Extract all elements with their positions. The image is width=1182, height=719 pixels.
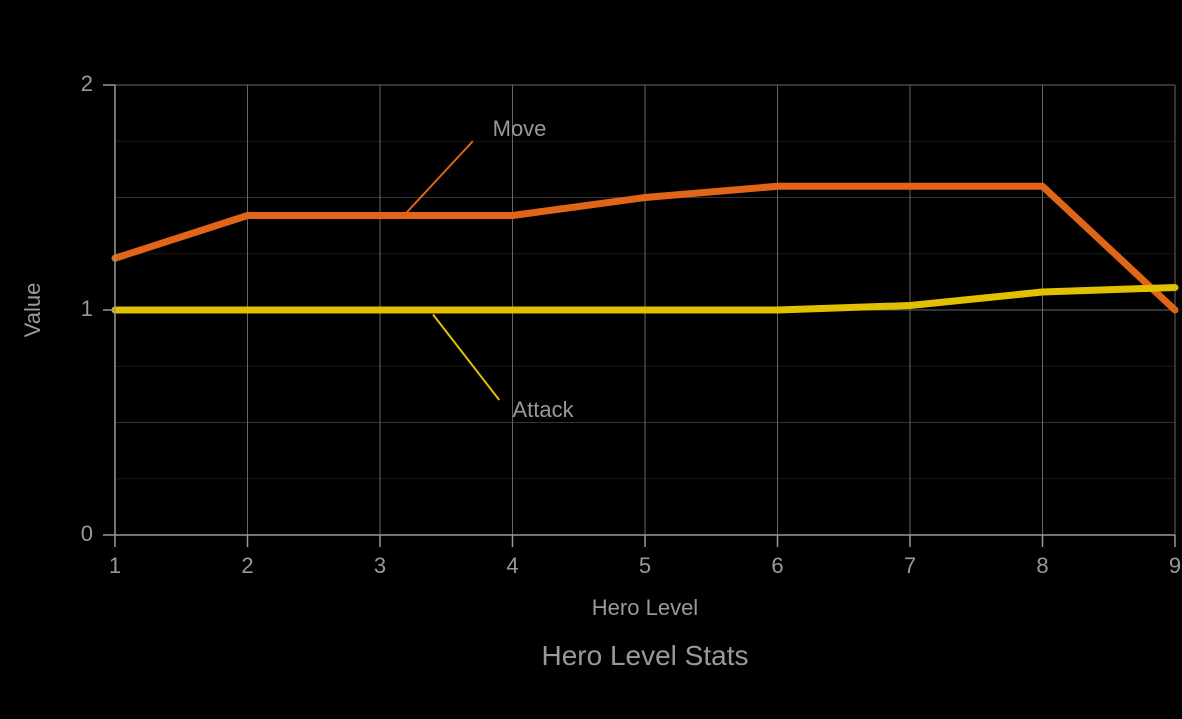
y-tick-label: 2: [81, 71, 93, 96]
x-tick-label: 9: [1169, 553, 1181, 578]
line-chart-svg: MoveAttack123456789012Hero LevelValueHer…: [0, 0, 1182, 719]
x-tick-label: 7: [904, 553, 916, 578]
x-tick-label: 1: [109, 553, 121, 578]
y-tick-label: 1: [81, 296, 93, 321]
x-tick-label: 3: [374, 553, 386, 578]
x-axis-label: Hero Level: [592, 595, 698, 620]
x-tick-label: 5: [639, 553, 651, 578]
x-tick-label: 4: [506, 553, 518, 578]
series-label-move: Move: [493, 116, 547, 141]
y-axis-label: Value: [20, 283, 45, 338]
y-tick-label: 0: [81, 521, 93, 546]
series-label-attack: Attack: [513, 397, 575, 422]
chart-container: MoveAttack123456789012Hero LevelValueHer…: [0, 0, 1182, 719]
chart-title: Hero Level Stats: [542, 640, 749, 671]
x-tick-label: 2: [241, 553, 253, 578]
x-tick-label: 8: [1036, 553, 1048, 578]
x-tick-label: 6: [771, 553, 783, 578]
